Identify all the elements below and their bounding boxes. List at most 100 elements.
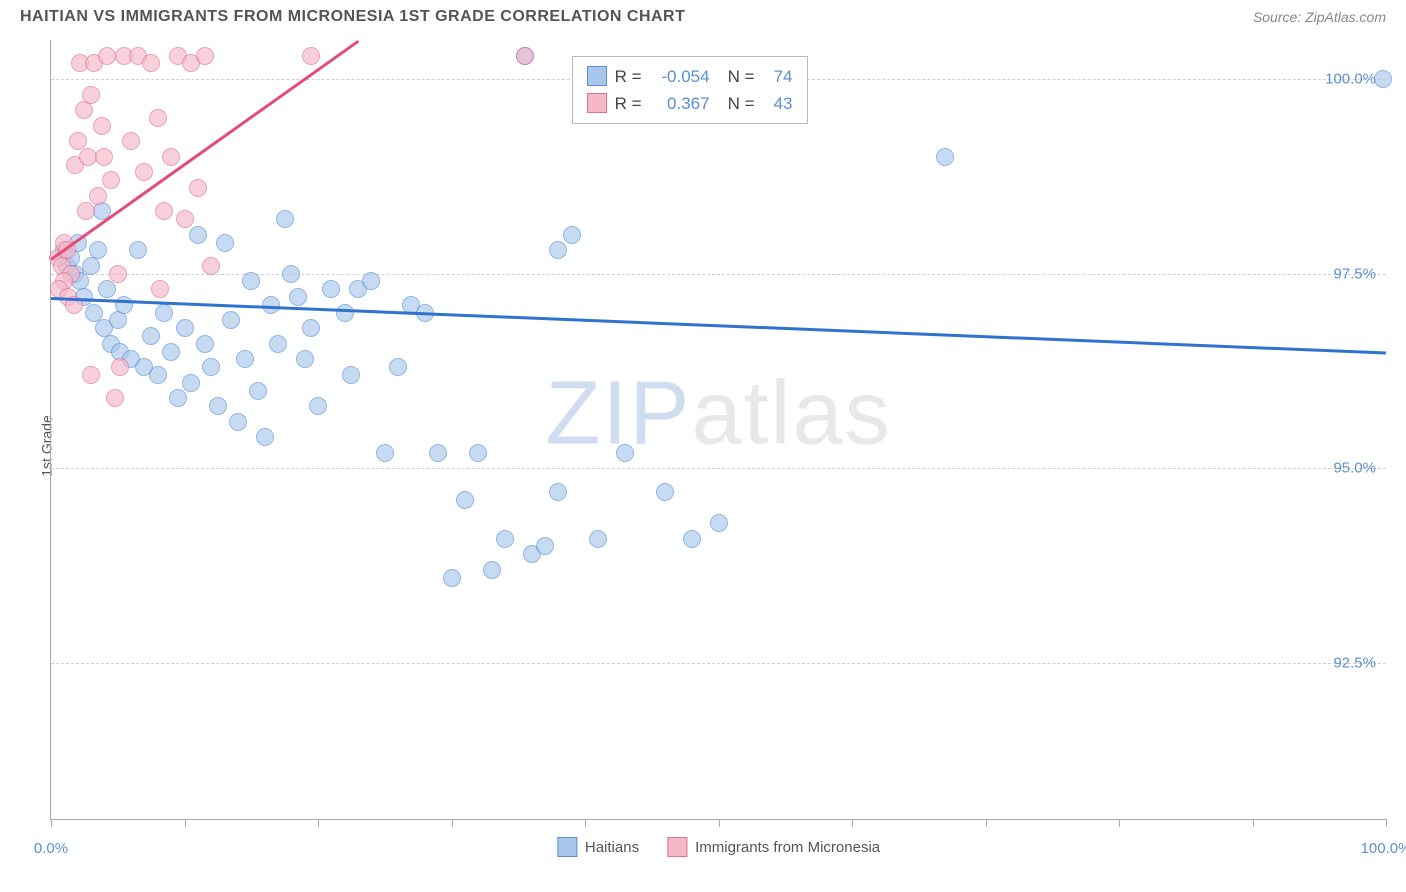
scatter-point-haitians [483,561,501,579]
scatter-point-haitians [229,413,247,431]
scatter-point-haitians [683,530,701,548]
scatter-point-haitians [309,397,327,415]
scatter-point-haitians [302,319,320,337]
xtick [185,819,186,827]
scatter-point-haitians [142,327,160,345]
xtick [51,819,52,827]
watermark: ZIPatlas [545,362,891,465]
scatter-point-haitians [376,444,394,462]
scatter-point-haitians [115,296,133,314]
scatter-point-haitians [98,280,116,298]
scatter-point-haitians [196,335,214,353]
scatter-point-micronesia [155,202,173,220]
scatter-point-haitians [162,343,180,361]
stat-n-value: 43 [763,90,793,117]
scatter-point-haitians [322,280,340,298]
scatter-point-haitians [202,358,220,376]
scatter-point-haitians [443,569,461,587]
scatter-point-micronesia [82,366,100,384]
xtick-label: 0.0% [34,840,68,857]
scatter-point-haitians [155,304,173,322]
stats-row-micronesia: R = 0.367 N = 43 [587,90,793,117]
scatter-point-micronesia [102,171,120,189]
scatter-point-haitians [710,514,728,532]
xtick [318,819,319,827]
scatter-point-micronesia [189,179,207,197]
xtick-label: 100.0% [1361,840,1406,857]
scatter-point-haitians [82,257,100,275]
title-bar: HAITIAN VS IMMIGRANTS FROM MICRONESIA 1S… [0,0,1406,30]
scatter-point-haitians [109,311,127,329]
scatter-point-haitians [289,288,307,306]
scatter-point-haitians [589,530,607,548]
scatter-point-haitians [249,382,267,400]
scatter-point-micronesia [149,109,167,127]
scatter-point-haitians [536,537,554,555]
scatter-point-haitians [616,444,634,462]
scatter-chart: ZIPatlas 100.0%97.5%95.0%92.5%0.0%100.0%… [50,40,1386,820]
scatter-point-haitians [222,311,240,329]
chart-title: HAITIAN VS IMMIGRANTS FROM MICRONESIA 1S… [20,8,685,26]
scatter-point-micronesia [98,47,116,65]
xtick [1253,819,1254,827]
scatter-point-haitians [1374,70,1392,88]
scatter-point-haitians [182,374,200,392]
scatter-point-haitians [89,241,107,259]
xtick [1119,819,1120,827]
scatter-point-micronesia [122,132,140,150]
scatter-point-micronesia [151,280,169,298]
scatter-point-micronesia [135,163,153,181]
scatter-point-micronesia [89,187,107,205]
source-text: Source: ZipAtlas.com [1253,9,1386,25]
scatter-point-micronesia [202,257,220,275]
trend-line-haitians [51,297,1386,355]
legend-label: Immigrants from Micronesia [695,839,880,856]
scatter-point-haitians [429,444,447,462]
stat-r-label: R = [615,90,642,117]
scatter-point-micronesia [77,202,95,220]
stats-row-haitians: R =-0.054N =74 [587,63,793,90]
scatter-point-haitians [189,226,207,244]
scatter-point-haitians [496,530,514,548]
stat-r-value: -0.054 [650,63,710,90]
scatter-point-haitians [269,335,287,353]
stats-legend-box: R = -0.054 N = 74R = 0.367 N = 43 [572,56,808,124]
scatter-point-haitians [129,241,147,259]
scatter-point-haitians [216,234,234,252]
stat-r-value: 0.367 [650,90,710,117]
ytick-label: 95.0% [1333,460,1376,477]
watermark-part2: atlas [691,363,891,463]
scatter-point-haitians [242,272,260,290]
scatter-point-haitians [336,304,354,322]
scatter-point-micronesia [176,210,194,228]
xtick [1386,819,1387,827]
gridline-h [51,663,1386,664]
scatter-point-micronesia [196,47,214,65]
scatter-point-haitians [342,366,360,384]
scatter-point-haitians [563,226,581,244]
scatter-point-haitians [549,483,567,501]
scatter-point-haitians [936,148,954,166]
swatch-icon [587,93,607,113]
legend-bottom: Haitians Immigrants from Micronesia [557,837,880,857]
stat-r-label: R = [615,63,642,90]
legend-item-haitians: Haitians [557,837,639,857]
scatter-point-haitians [176,319,194,337]
xtick [986,819,987,827]
scatter-point-haitians [389,358,407,376]
swatch-icon [557,837,577,857]
scatter-point-haitians [256,428,274,446]
xtick [585,819,586,827]
stat-n-label: N = [728,90,755,117]
scatter-point-micronesia [142,54,160,72]
scatter-point-micronesia [93,117,111,135]
stat-n-value: 74 [763,63,793,90]
legend-item-micronesia: Immigrants from Micronesia [667,837,880,857]
scatter-point-micronesia [302,47,320,65]
scatter-point-haitians [362,272,380,290]
xtick [852,819,853,827]
scatter-point-haitians [549,241,567,259]
scatter-point-haitians [456,491,474,509]
ytick-label: 97.5% [1333,265,1376,282]
swatch-icon [667,837,687,857]
